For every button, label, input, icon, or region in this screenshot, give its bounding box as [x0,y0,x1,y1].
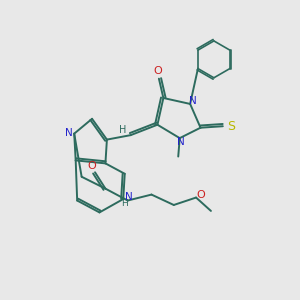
Text: N: N [125,192,133,202]
Text: O: O [154,66,162,76]
Text: N: N [65,128,73,138]
Text: S: S [227,120,235,133]
Text: O: O [87,161,96,171]
Text: H: H [119,125,126,135]
Text: N: N [189,96,197,106]
Text: N: N [177,137,185,147]
Text: O: O [197,190,206,200]
Text: H: H [121,199,128,208]
